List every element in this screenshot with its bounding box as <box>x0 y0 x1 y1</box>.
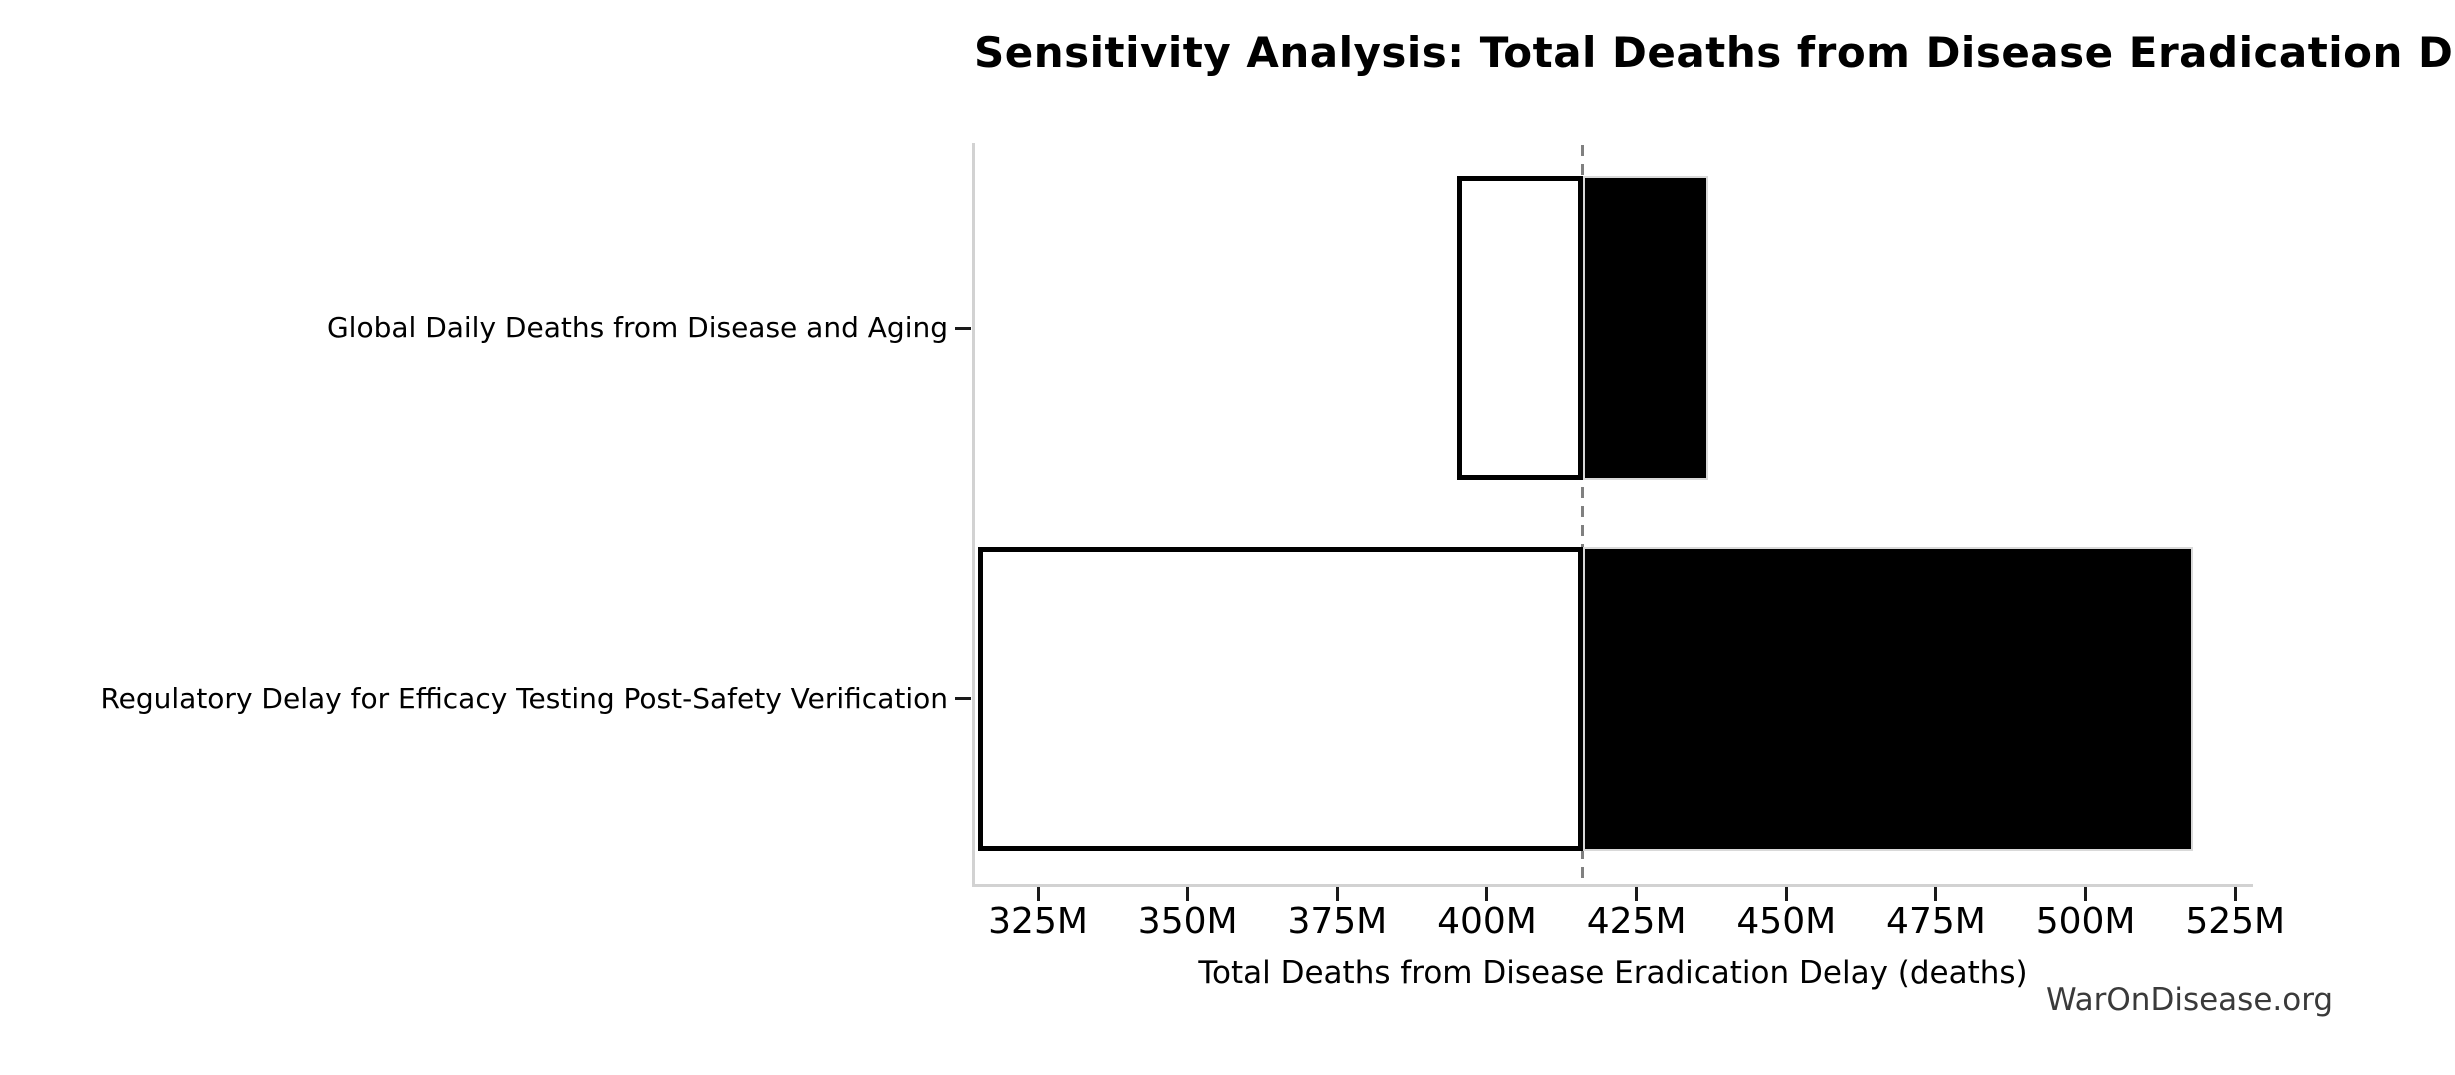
category-label: Global Daily Deaths from Disease and Agi… <box>326 311 948 345</box>
x-tick-label: 375M <box>1287 901 1388 942</box>
bar-high-segment <box>1582 176 1709 481</box>
x-tick-label: 350M <box>1137 901 1238 942</box>
y-tick-mark <box>955 326 971 330</box>
bar-high-segment <box>1582 546 2194 851</box>
x-tick-label: 325M <box>988 901 1088 942</box>
x-tick-mark <box>1635 887 1639 901</box>
x-tick-mark <box>1934 887 1938 901</box>
x-tick-mark <box>1784 887 1788 901</box>
x-tick-mark <box>2084 887 2088 901</box>
x-tick-mark <box>2233 887 2237 901</box>
x-tick-label: 475M <box>1886 901 1986 942</box>
y-axis-spine <box>972 143 975 887</box>
x-tick-mark <box>1036 887 1040 901</box>
chart-title: Sensitivity Analysis: Total Deaths from … <box>974 28 2455 77</box>
x-tick-mark <box>1335 887 1339 901</box>
x-tick-label: 500M <box>2035 901 2136 942</box>
watermark: WarOnDisease.org <box>2046 982 2334 1018</box>
category-label: Regulatory Delay for Efficacy Testing Po… <box>100 681 948 715</box>
x-tick-label: 450M <box>1736 901 1837 942</box>
bar-low-segment <box>978 546 1583 851</box>
x-tick-label: 400M <box>1437 901 1537 942</box>
x-tick-mark <box>1186 887 1190 901</box>
bar-low-segment <box>1457 176 1583 481</box>
x-axis-spine <box>972 884 2253 887</box>
x-tick-mark <box>1485 887 1489 901</box>
x-tick-label: 525M <box>2185 901 2286 942</box>
baseline-dashed-line <box>1581 145 1585 884</box>
y-tick-mark <box>955 697 971 701</box>
x-axis-label: Total Deaths from Disease Eradication De… <box>1198 955 2028 991</box>
x-tick-label: 425M <box>1586 901 1687 942</box>
